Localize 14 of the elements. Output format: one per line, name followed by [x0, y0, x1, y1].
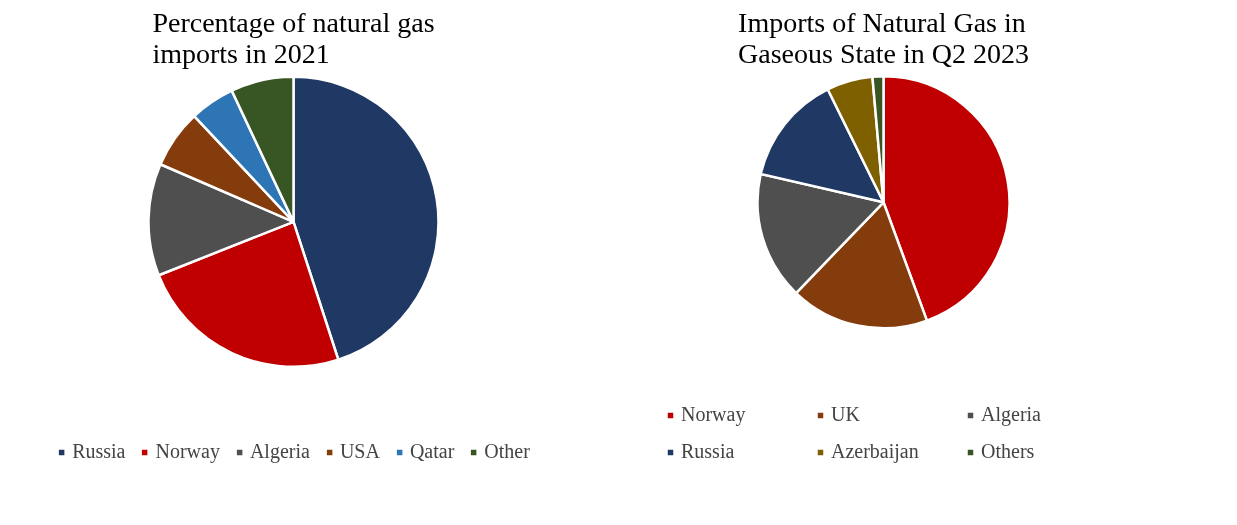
legend-label: Russia: [72, 440, 126, 463]
legend-label: Russia: [681, 440, 736, 463]
legend-label: Other: [484, 440, 530, 463]
legend-label: Norway: [681, 403, 747, 426]
legend-label: UK: [831, 403, 861, 426]
legend-label: USA: [339, 440, 380, 463]
legend-label: Qatar: [409, 440, 455, 463]
legend-label: Algeria: [249, 440, 310, 463]
chart-title: Imports of Natural Gas in Gaseous State in Q2 2023: [738, 6, 1029, 69]
legend-label: Algeria: [981, 403, 1042, 426]
legend-label: Others: [981, 440, 1036, 463]
legend-label: Azerbaijan: [831, 440, 920, 463]
chart-title: Percentage of natural gas imports in 2021: [152, 6, 435, 69]
legend-label: Norway: [155, 440, 220, 463]
